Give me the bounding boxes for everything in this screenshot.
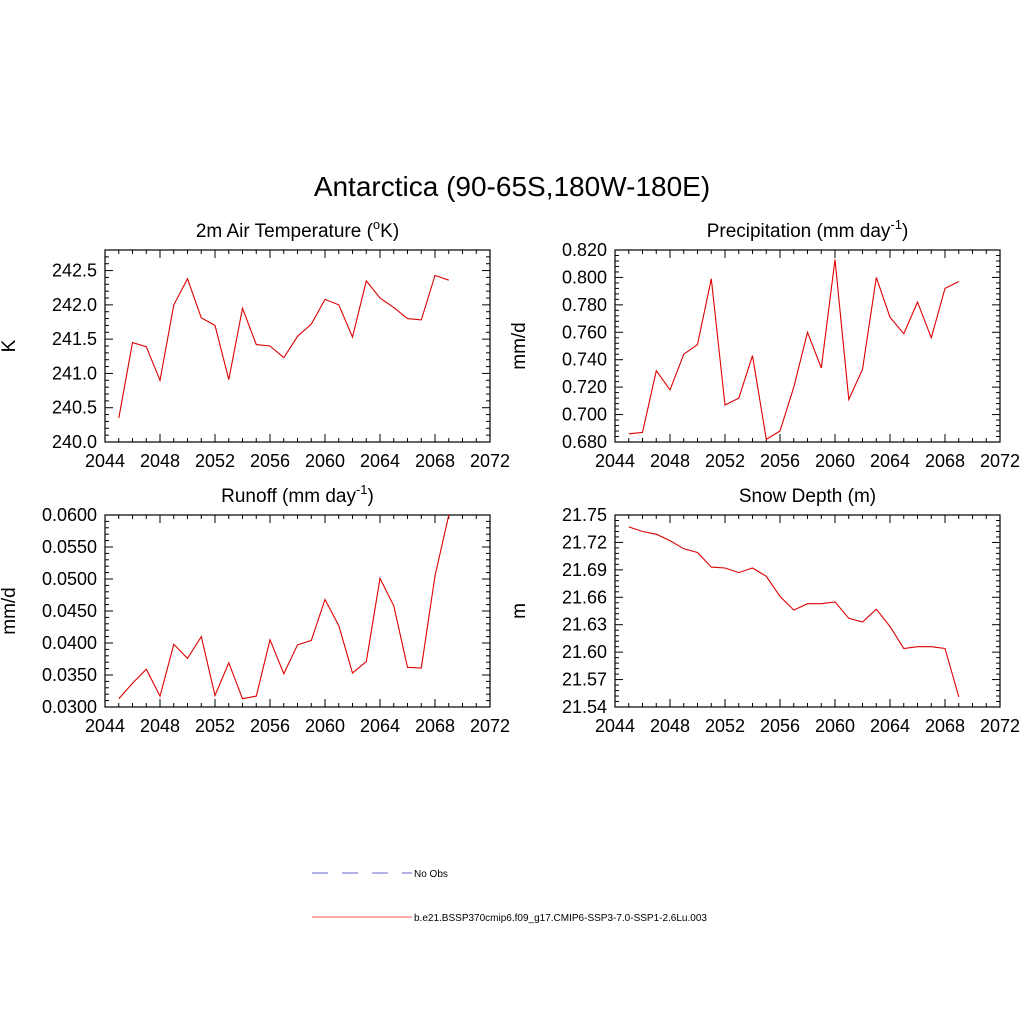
x-tick-label: 2072 [470,451,510,471]
x-tick-label: 2048 [650,716,690,736]
x-tick-label: 2060 [815,451,855,471]
y-tick-label: 0.0300 [42,697,97,717]
plot-frame [614,514,1001,708]
x-tick-label: 2052 [195,716,235,736]
panel-runoff: 2044 2048 2052 2056 2060 2064 2068 2072 0.0300 0.… [0,482,510,736]
y-tick-label: 21.72 [562,532,607,552]
panel-title: 2m Air Temperature (oK) [196,217,399,242]
y-tick-label: 21.75 [562,505,607,525]
x-tick-label: 2060 [305,451,345,471]
panel-title: Runoff (mm day-1) [221,482,374,507]
x-tick-label: 2068 [415,716,455,736]
x-tick-label: 2044 [85,716,125,736]
y-axis-label: K [0,339,20,352]
y-tick-label: 0.800 [562,267,607,287]
figure-title: Antarctica (90-65S,180W-180E) [314,171,710,202]
series-line-runoff [118,515,450,700]
panel-title-suffix: ) [368,486,374,507]
x-tick-label: 2044 [595,716,635,736]
panel-title-superscript: o [373,217,380,232]
panel-title-suffix: K) [380,221,399,242]
x-tick-label: 2064 [870,716,910,736]
y-tick-label: 242.0 [52,295,97,315]
x-tick-label: 2052 [195,451,235,471]
y-tick-label: 0.0400 [42,633,97,653]
y-tick-label: 242.5 [52,261,97,281]
y-tick-label: 0.740 [562,350,607,370]
y-tick-label: 0.720 [562,377,607,397]
y-tick-label: 0.820 [562,240,607,260]
y-tick-label: 21.69 [562,560,607,580]
y-tick-label: 0.700 [562,405,607,425]
x-tick-label: 2072 [470,716,510,736]
panel-title-suffix: ) [902,221,908,242]
panel-title-main: Snow Depth (m) [739,486,876,507]
legend-label-no-obs: No Obs [414,869,448,880]
x-tick-label: 2056 [760,716,800,736]
x-tick-label: 2072 [980,451,1020,471]
series-line-air-temperature [118,274,449,419]
x-tick-label: 2056 [760,451,800,471]
y-tick-label: 0.0600 [42,505,97,525]
panel-precipitation: 2044 2048 2052 2056 2060 2064 2068 2072 0.680 0.7… [509,217,1020,471]
y-axis-label: m [509,603,530,619]
x-tick-label: 2060 [815,716,855,736]
panels: 2044 2048 2052 2056 2060 2064 2068 2072 240.0 240… [0,217,1020,736]
legend: No Obs b.e21.BSSP370cmip6.f09_g17.CMIP6-… [312,869,707,924]
x-tick-label: 2072 [980,716,1020,736]
y-tick-label: 0.0500 [42,569,97,589]
x-tick-label: 2052 [705,716,745,736]
panel-title-main: Precipitation (mm day [707,221,891,242]
y-tick-label: 0.0550 [42,537,97,557]
series-line-snow-depth [628,526,960,698]
x-tick-label: 2048 [140,716,180,736]
x-tick-label: 2044 [85,451,125,471]
x-tick-label: 2068 [925,451,965,471]
panel-title-superscript: -1 [890,217,902,232]
y-axis-label: mm/d [0,587,20,635]
x-tick-label: 2060 [305,716,345,736]
x-tick-label: 2052 [705,451,745,471]
y-tick-label: 21.63 [562,615,607,635]
x-tick-label: 2064 [360,451,400,471]
legend-label-model: b.e21.BSSP370cmip6.f09_g17.CMIP6-SSP3-7.… [414,913,707,924]
y-tick-label: 21.54 [562,697,607,717]
y-tick-label: 0.760 [562,322,607,342]
y-tick-label: 240.5 [52,398,97,418]
y-tick-label: 241.5 [52,329,97,349]
plot-frame [104,514,491,708]
panel-title: Snow Depth (m) [739,486,876,507]
x-tick-label: 2064 [360,716,400,736]
y-tick-label: 241.0 [52,363,97,383]
y-axis-label: mm/d [509,322,530,370]
x-tick-label: 2068 [415,451,455,471]
x-tick-label: 2068 [925,716,965,736]
y-tick-label: 0.0450 [42,601,97,621]
x-tick-label: 2048 [650,451,690,471]
y-tick-label: 0.0350 [42,665,97,685]
y-tick-label: 240.0 [52,432,97,452]
x-tick-label: 2064 [870,451,910,471]
y-tick-label: 21.60 [562,642,607,662]
panel-title-superscript: -1 [356,482,368,497]
panel-title: Precipitation (mm day-1) [707,217,909,242]
plot-frame [104,249,491,443]
y-tick-label: 21.57 [562,670,607,690]
panel-air-temperature: 2044 2048 2052 2056 2060 2064 2068 2072 240.0 240… [0,217,510,471]
y-tick-label: 21.66 [562,587,607,607]
plot-frame [614,249,1001,443]
panel-title-main: 2m Air Temperature ( [196,221,374,242]
y-tick-label: 0.780 [562,295,607,315]
series-line-precipitation [628,259,960,441]
panel-snow-depth: 2044 2048 2052 2056 2060 2064 2068 2072 21.54 21.… [509,486,1020,736]
x-tick-label: 2044 [595,451,635,471]
panel-title-main: Runoff (mm day [221,486,356,507]
x-tick-label: 2048 [140,451,180,471]
y-tick-label: 0.680 [562,432,607,452]
x-tick-label: 2056 [250,451,290,471]
x-tick-label: 2056 [250,716,290,736]
